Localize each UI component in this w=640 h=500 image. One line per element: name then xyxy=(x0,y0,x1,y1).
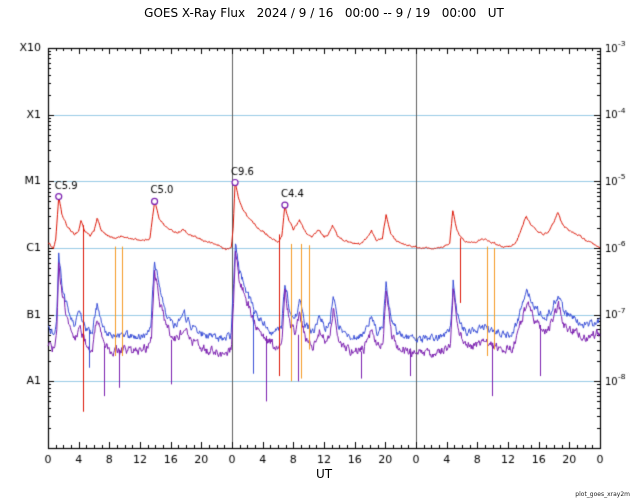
plot-credit-text: plot_goes_xray2m xyxy=(575,491,630,498)
x-axis-label: UT xyxy=(315,467,333,481)
chart-title: GOES X-Ray Flux 2024 / 9 / 16 00:00 -- 9… xyxy=(144,6,504,20)
